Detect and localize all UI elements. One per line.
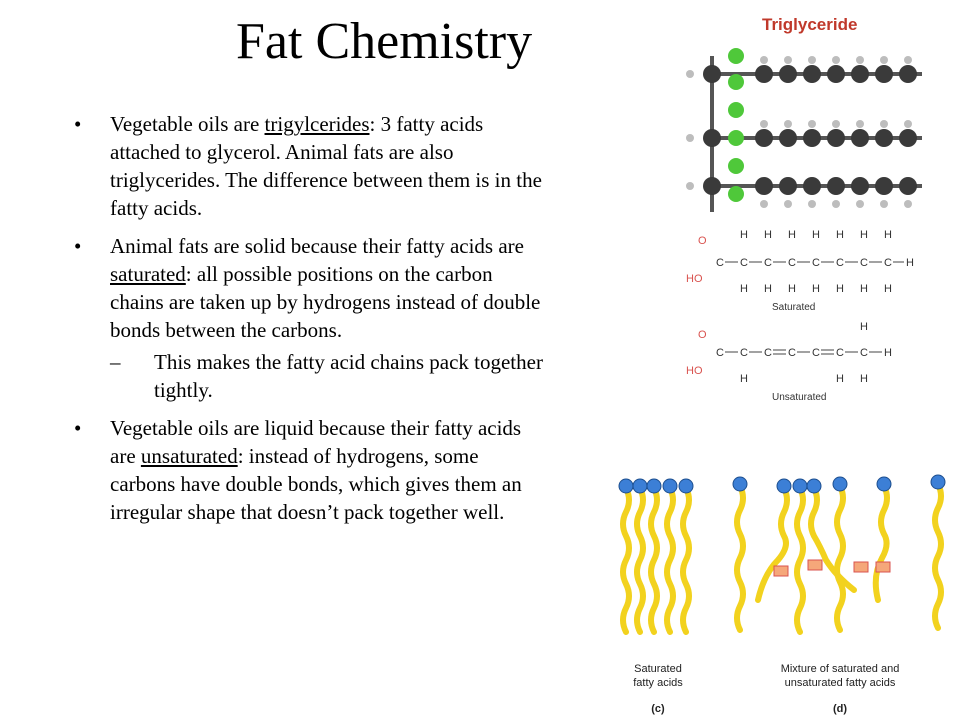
- atom-h: H: [788, 229, 796, 241]
- atom-h: H: [740, 373, 748, 385]
- atom-c: C: [860, 347, 868, 359]
- atom-c: C: [716, 257, 724, 269]
- fatty-acid-packing-figure: Saturated fatty acids Mixture of saturat…: [608, 462, 956, 718]
- slide-title: Fat Chemistry: [236, 13, 533, 70]
- atom-h: H: [860, 321, 868, 333]
- atom-h: H: [764, 283, 772, 295]
- atom-c: C: [764, 347, 772, 359]
- bullet-list: Vegetable oils are trigylcerides: 3 fatt…: [74, 110, 544, 536]
- triglyceride-figure: Triglyceride: [676, 4, 928, 218]
- atom-h: H: [884, 229, 892, 241]
- atom-h: H: [860, 373, 868, 385]
- mixture-caption-line2: unsaturated fatty acids: [785, 677, 896, 689]
- atom-c: C: [764, 257, 772, 269]
- term-saturated: saturated: [110, 262, 186, 286]
- sub-bullet-text: This makes the fatty acid chains pack to…: [154, 350, 543, 402]
- atom-o: O: [698, 235, 707, 247]
- panel-d-label: (d): [833, 703, 847, 715]
- atom-c: C: [860, 257, 868, 269]
- atom-h: H: [788, 283, 796, 295]
- bullet-triglycerides: Vegetable oils are trigylcerides: 3 fatt…: [74, 110, 544, 222]
- atom-c: C: [812, 257, 820, 269]
- atom-h: H: [764, 229, 772, 241]
- triglyceride-title: Triglyceride: [762, 15, 857, 34]
- atom-c: C: [836, 347, 844, 359]
- atom-h: H: [740, 229, 748, 241]
- term-unsaturated: unsaturated: [140, 444, 238, 468]
- atom-h: H: [836, 283, 844, 295]
- saturated-caption-line2: fatty acids: [633, 677, 683, 689]
- bullet-text: : 3 fatty acids attached to glycerol. An…: [110, 112, 542, 220]
- unsaturated-label: Unsaturated: [772, 392, 826, 403]
- atom-c: C: [788, 257, 796, 269]
- bullet-text: Vegetable oils are: [110, 112, 265, 136]
- atom-c: C: [836, 257, 844, 269]
- atom-c: C: [884, 257, 892, 269]
- fatty-acid-structures-figure: O HO C C C C C C C C H H H H H H H H H H…: [676, 226, 930, 414]
- atom-ho: HO: [686, 365, 703, 377]
- atom-ho: HO: [686, 273, 703, 285]
- bullet-unsaturated: Vegetable oils are liquid because their …: [74, 414, 544, 526]
- saturated-caption-line1: Saturated: [634, 663, 682, 675]
- atom-c: C: [740, 257, 748, 269]
- atom-h: H: [884, 283, 892, 295]
- bullet-text: Vegetable oils are liquid because their …: [110, 416, 522, 468]
- atom-h: H: [812, 283, 820, 295]
- atom-c: C: [812, 347, 820, 359]
- saturated-label: Saturated: [772, 302, 815, 313]
- atom-c: C: [740, 347, 748, 359]
- atom-h: H: [906, 257, 914, 269]
- bullet-text: : instead of hydrogens, some carbons hav…: [110, 444, 522, 524]
- bullet-text: : all possible positions on the carbon c…: [110, 262, 541, 342]
- atom-c: C: [788, 347, 796, 359]
- atom-h: H: [740, 283, 748, 295]
- atom-h: H: [860, 229, 868, 241]
- atom-h: H: [812, 229, 820, 241]
- atom-h: H: [836, 373, 844, 385]
- sub-bullet-list: – This makes the fatty acid chains pack t…: [110, 348, 544, 404]
- atom-h: H: [836, 229, 844, 241]
- bullet-text: Animal fats are solid because their fatt…: [110, 234, 524, 258]
- sub-bullet-packing: – This makes the fatty acid chains pack t…: [110, 348, 544, 404]
- atom-h: H: [860, 283, 868, 295]
- atom-o: O: [698, 329, 707, 341]
- dash-marker: –: [110, 350, 121, 374]
- bullet-saturated: Animal fats are solid because their fatt…: [74, 232, 544, 404]
- atom-h: H: [884, 347, 892, 359]
- panel-c-label: (c): [651, 703, 665, 715]
- term-triglycerides: trigylcerides: [264, 112, 370, 136]
- mixture-caption-line1: Mixture of saturated and: [781, 663, 900, 675]
- atom-c: C: [716, 347, 724, 359]
